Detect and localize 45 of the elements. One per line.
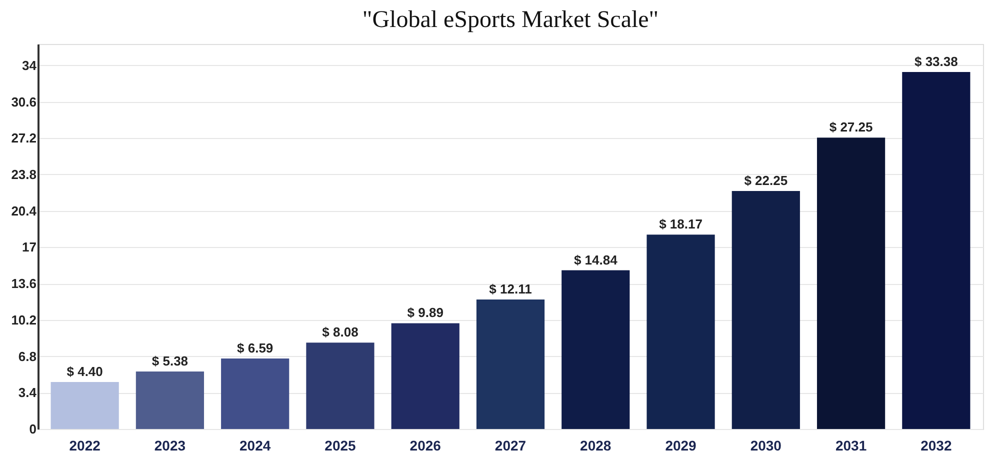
y-tick-label: 20.4 — [11, 203, 38, 218]
y-tick-label: 0 — [29, 422, 36, 436]
y-tick-label: 6.8 — [18, 348, 36, 364]
data-label: $ 12.11 — [489, 281, 532, 296]
bar — [306, 342, 374, 429]
data-label: $ 9.89 — [407, 305, 444, 320]
y-tick-label: 34 — [22, 58, 38, 73]
bar — [646, 234, 715, 429]
data-label: $ 14.84 — [574, 252, 618, 268]
x-tick-label: 2025 — [324, 438, 356, 454]
x-tick-label: 2031 — [835, 438, 867, 454]
data-label: $ 18.17 — [659, 216, 702, 232]
x-tick-label: 2022 — [69, 438, 101, 454]
bar — [732, 191, 800, 429]
data-label: $ 27.25 — [829, 120, 873, 135]
data-label: $ 33.38 — [914, 54, 958, 70]
bar — [221, 358, 290, 429]
y-tick-label: 23.8 — [11, 166, 36, 182]
y-tick-label: 30.6 — [11, 94, 36, 110]
x-tick-label: 2030 — [750, 438, 782, 454]
y-tick-label: 3.4 — [18, 385, 38, 400]
x-tick-label: 2029 — [665, 438, 697, 454]
y-tick-label: 13.6 — [11, 276, 36, 292]
y-tick-label: 27.2 — [11, 130, 36, 146]
data-label: $ 5.38 — [152, 353, 188, 368]
x-tick-label: 2028 — [580, 438, 612, 454]
bar — [816, 138, 886, 429]
bar — [391, 323, 460, 429]
data-label: $ 22.25 — [744, 173, 788, 188]
data-label: $ 8.08 — [322, 324, 358, 340]
data-label: $ 4.40 — [66, 364, 103, 379]
bar — [50, 382, 119, 429]
bar — [476, 299, 545, 429]
x-tick-label: 2024 — [240, 438, 271, 454]
x-tick-label: 2023 — [154, 438, 186, 454]
bar — [562, 270, 630, 429]
data-label: $ 6.59 — [237, 340, 274, 356]
x-tick-label: 2027 — [494, 438, 526, 454]
y-tick-label: 10.2 — [11, 312, 36, 328]
y-tick-label: 17 — [22, 240, 36, 255]
chart-title: "Global eSports Market Scale" — [362, 7, 659, 33]
x-tick-label: 2026 — [410, 438, 442, 454]
bar — [136, 371, 204, 429]
x-tick-label: 2032 — [920, 438, 952, 454]
bar — [902, 72, 970, 429]
